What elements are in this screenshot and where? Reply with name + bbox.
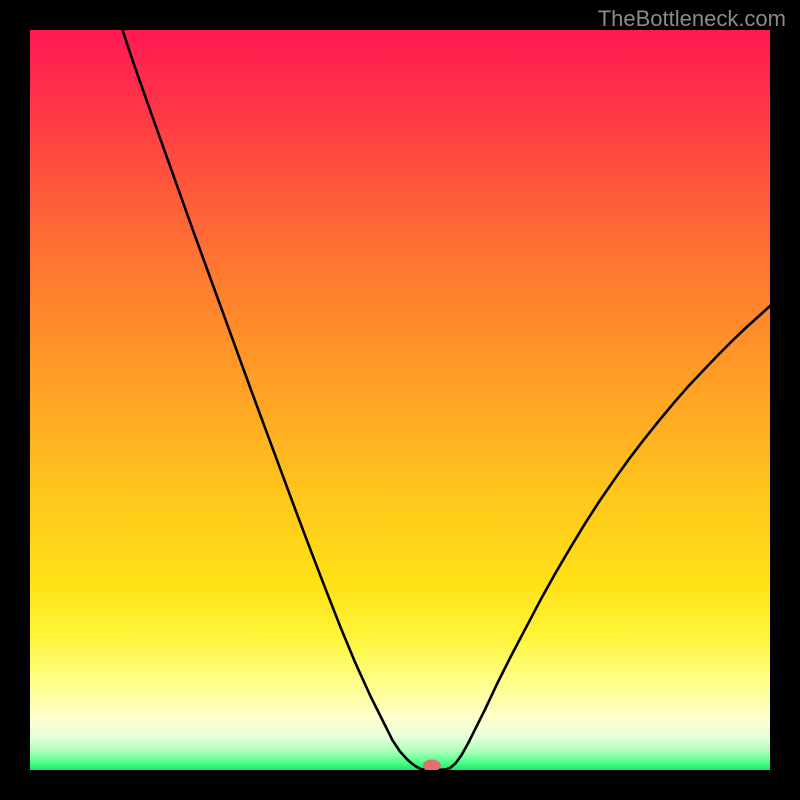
- plot-area: [30, 30, 770, 770]
- stage: TheBottleneck.com: [0, 0, 800, 800]
- plot-svg: [30, 30, 770, 770]
- watermark-text: TheBottleneck.com: [598, 6, 786, 32]
- gradient-background: [30, 30, 770, 770]
